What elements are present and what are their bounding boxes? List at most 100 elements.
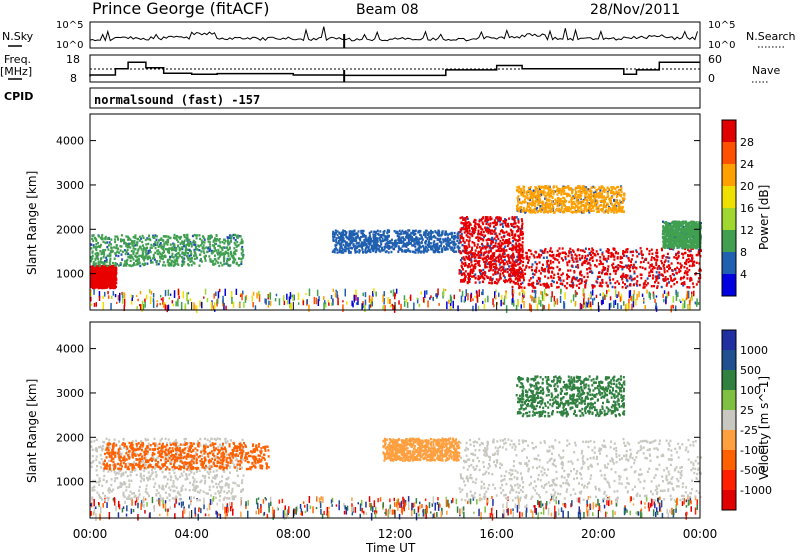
data-cell — [566, 193, 569, 196]
data-cell — [456, 246, 459, 249]
ground-scatter-cell — [187, 299, 189, 305]
data-cell — [579, 201, 582, 205]
data-cell — [601, 185, 604, 188]
data-cell — [468, 225, 471, 228]
data-cell — [595, 250, 598, 253]
ground-scatter-cell — [142, 304, 145, 311]
data-cell — [503, 240, 506, 243]
data-cell — [493, 258, 496, 261]
data-cell — [130, 254, 133, 257]
data-cell — [359, 239, 362, 242]
data-cell — [391, 242, 394, 245]
ground-scatter-cell — [308, 304, 310, 312]
data-cell — [469, 252, 472, 256]
data-cell — [590, 196, 593, 199]
data-cell — [654, 275, 657, 278]
data-cell — [618, 199, 621, 202]
data-cell — [534, 211, 537, 214]
ground-scatter-cell — [152, 293, 155, 298]
data-cell — [476, 243, 479, 246]
ground-scatter-cell — [608, 303, 611, 310]
data-cell — [401, 236, 404, 239]
data-cell — [473, 231, 475, 235]
data-cell — [104, 281, 107, 284]
data-cell — [102, 251, 105, 254]
data-cell — [538, 194, 541, 197]
data-cell — [98, 245, 101, 248]
data-cell — [468, 224, 471, 227]
ground-scatter-cell — [149, 296, 152, 304]
data-cell — [184, 248, 187, 251]
data-cell — [460, 232, 463, 236]
data-cell — [544, 185, 547, 188]
data-cell — [100, 270, 103, 273]
data-cell — [460, 251, 463, 255]
data-cell — [105, 241, 107, 244]
data-cell — [193, 248, 196, 252]
data-cell — [671, 272, 674, 276]
data-cell — [499, 274, 502, 278]
ground-scatter-cell — [619, 296, 622, 302]
data-cell — [493, 237, 496, 240]
data-cell — [543, 191, 546, 194]
ground-scatter-cell — [364, 299, 367, 306]
data-cell — [466, 221, 469, 225]
data-cell — [420, 246, 422, 249]
data-cell — [490, 242, 493, 245]
data-cell — [503, 242, 506, 245]
data-cell — [97, 257, 100, 261]
data-cell — [238, 257, 241, 260]
data-cell — [203, 247, 206, 250]
data-cell — [135, 252, 138, 255]
data-cell — [186, 236, 189, 239]
ground-scatter-cell — [427, 300, 429, 308]
data-cell — [424, 232, 427, 235]
data-cell — [162, 235, 165, 238]
data-cell — [625, 276, 628, 279]
data-cell — [383, 229, 386, 233]
data-cell — [394, 241, 397, 245]
data-cell — [180, 247, 182, 251]
ground-scatter-cell — [592, 298, 594, 306]
data-cell — [503, 269, 505, 272]
ground-scatter-cell — [216, 298, 219, 304]
data-cell — [121, 258, 124, 261]
data-cell — [397, 246, 400, 250]
ground-scatter-cell — [241, 293, 243, 301]
ground-scatter-cell — [424, 290, 426, 299]
data-cell — [344, 230, 346, 233]
data-cell — [515, 208, 518, 211]
data-cell — [94, 275, 97, 279]
ground-scatter-cell — [482, 289, 484, 296]
data-cell — [106, 264, 109, 268]
data-cell — [194, 252, 197, 255]
data-cell — [104, 286, 107, 289]
data-cell — [583, 190, 586, 194]
data-cell — [446, 243, 448, 246]
data-cell — [498, 232, 501, 236]
data-cell — [114, 270, 117, 273]
data-cell — [153, 236, 156, 239]
data-cell — [156, 249, 159, 253]
data-cell — [467, 277, 470, 281]
data-cell — [523, 195, 526, 198]
data-cell — [126, 248, 129, 251]
ground-scatter-cell — [617, 291, 620, 297]
ground-scatter-cell — [453, 294, 455, 300]
data-cell — [340, 246, 343, 249]
ground-scatter-cell — [159, 294, 162, 298]
data-cell — [538, 253, 540, 256]
data-cell — [193, 250, 196, 253]
data-cell — [574, 210, 577, 213]
data-cell — [227, 236, 230, 240]
data-cell — [333, 234, 336, 237]
data-cell — [358, 244, 361, 247]
data-cell — [104, 276, 107, 280]
data-cell — [105, 258, 108, 262]
data-cell — [104, 260, 106, 263]
data-cell — [521, 191, 524, 194]
data-cell — [232, 261, 235, 264]
data-cell — [514, 248, 517, 251]
data-cell — [494, 242, 497, 245]
data-cell — [549, 266, 552, 270]
